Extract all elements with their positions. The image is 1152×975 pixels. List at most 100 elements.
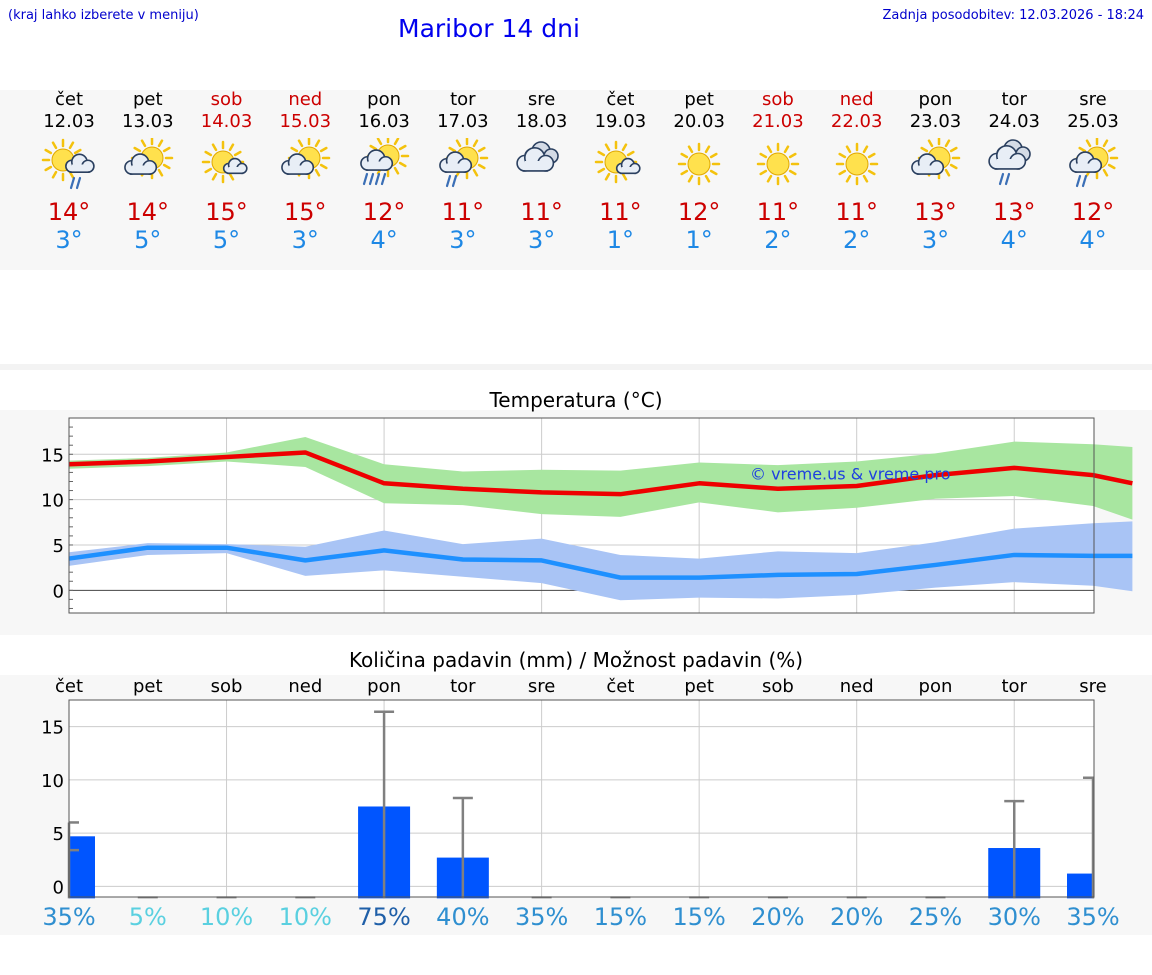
precipitation-x-tick-label: ned — [288, 676, 322, 697]
day-max-temp: 11° — [599, 198, 642, 226]
temperature-min-range-band — [69, 521, 1133, 601]
precipitation-x-tick-label: tor — [1001, 676, 1027, 697]
day-min-temp: 3° — [449, 226, 477, 254]
day-max-temp: 14° — [126, 198, 170, 226]
sun-ray — [622, 143, 628, 152]
day-date: 18.03 — [515, 111, 568, 132]
sun-ray — [233, 150, 242, 157]
sun-disc — [766, 152, 790, 176]
rain-shape — [1075, 174, 1088, 188]
day-max-temp: 11° — [835, 198, 878, 226]
sun-cloud-heavy-rain-icon — [360, 138, 410, 186]
day-name: tor — [1001, 89, 1027, 110]
day-date: 17.03 — [437, 111, 489, 132]
day-name: pon — [367, 89, 401, 110]
day-min-temp: 5° — [212, 226, 241, 254]
day-max-temp: 11° — [756, 198, 800, 226]
temperature-plot-frame — [68, 417, 1095, 614]
day-max-temp: 15° — [205, 198, 248, 226]
day-min-temp: 2° — [843, 226, 871, 254]
day-column: tor 17.03 — [423, 89, 503, 133]
precipitation-probability: 35% — [514, 903, 569, 931]
sun-ray — [704, 145, 711, 154]
day-date: 20.03 — [673, 111, 725, 132]
day-column: sob 14.03 — [187, 89, 267, 133]
sun-ray — [687, 174, 694, 183]
precipitation-y-tick-label: 10 — [41, 771, 64, 792]
cloud-shape — [281, 153, 315, 175]
rain-drop — [380, 172, 387, 186]
precipitation-probability: 15% — [672, 903, 726, 931]
sun-ray — [862, 145, 868, 154]
temperature-max-line — [68, 450, 1133, 497]
day-name: ned — [288, 89, 323, 110]
precipitation-chart-title: Količina padavin (mm) / Možnost padavin … — [348, 648, 804, 672]
rain-shape — [69, 176, 82, 190]
day-date: 22.03 — [830, 111, 883, 132]
temperature-max-range-band — [69, 437, 1133, 520]
sun-ray — [44, 165, 53, 172]
precipitation-x-tick-label: pet — [133, 676, 163, 697]
sun-ray — [759, 152, 768, 159]
precipitation-probability: 75% — [357, 903, 411, 931]
day-min-temp: 3° — [921, 226, 950, 254]
sun-ray — [398, 144, 407, 151]
daily-forecast-panel — [0, 90, 1152, 270]
sun-ray — [298, 139, 304, 148]
rain-drop — [1005, 172, 1011, 186]
sun-cloud-rain-icon — [1069, 138, 1119, 188]
partly-sunny-rain-icon — [41, 138, 95, 190]
sun-ray — [680, 152, 689, 159]
sun-ray — [398, 161, 407, 168]
sun-ray — [945, 168, 951, 177]
precipitation-probability: 40% — [436, 903, 490, 931]
day-column: pet 13.03 — [108, 89, 188, 133]
day-column: tor 24.03 — [974, 89, 1054, 133]
sun-ray — [1107, 146, 1116, 153]
sun-small-cloud-icon — [595, 140, 641, 184]
cloud-body — [71, 164, 88, 173]
day-min-temp: 5° — [134, 226, 162, 254]
sun-ray — [845, 174, 851, 183]
sun-ray — [157, 139, 164, 148]
rain-drop — [1075, 174, 1082, 188]
sun-ray — [710, 152, 718, 159]
cloud-shape — [515, 147, 554, 172]
sun-ray — [472, 139, 479, 148]
precipitation-y-tick-label: 15 — [41, 718, 64, 739]
page-title: Maribor 14 dni — [398, 14, 580, 43]
sun-ray — [1085, 139, 1092, 148]
day-column: ned 15.03 — [265, 89, 345, 133]
sun-ray — [51, 141, 58, 150]
sun-ray — [597, 167, 606, 174]
cloudy-rain-icon — [988, 139, 1032, 186]
precipitation-probability: 20% — [830, 903, 884, 931]
sun-ray — [315, 168, 321, 177]
day-name: sob — [762, 89, 794, 110]
sun-ray — [783, 145, 790, 154]
sun-shape — [677, 142, 721, 186]
sun-ray — [203, 150, 212, 157]
sun-ray — [1107, 163, 1116, 170]
day-min-temp: 2° — [764, 226, 792, 254]
sun-small-cloud-icon — [201, 140, 248, 184]
cloud-body — [1076, 163, 1095, 173]
precipitation-x-tick-label: sre — [1079, 676, 1106, 697]
sun-ray — [290, 146, 299, 153]
day-name: čet — [54, 89, 84, 110]
day-column: pon 16.03 — [344, 89, 424, 133]
precipitation-probability: 20% — [751, 903, 805, 931]
day-column: čet 12.03 — [29, 89, 109, 133]
day-min-temp: 1° — [685, 226, 713, 254]
sun-icon — [677, 142, 721, 186]
day-min-temp: 1° — [606, 226, 635, 254]
sun-ray — [766, 174, 773, 183]
cloud-body — [288, 165, 307, 175]
sun-ray — [605, 172, 611, 181]
rain-drop — [445, 174, 451, 188]
cloud-shape — [988, 145, 1027, 170]
day-min-temp: 4° — [370, 226, 398, 254]
day-name: čet — [606, 89, 635, 110]
day-max-temp: 13° — [914, 198, 957, 226]
precipitation-x-tick-label: čet — [606, 676, 634, 697]
